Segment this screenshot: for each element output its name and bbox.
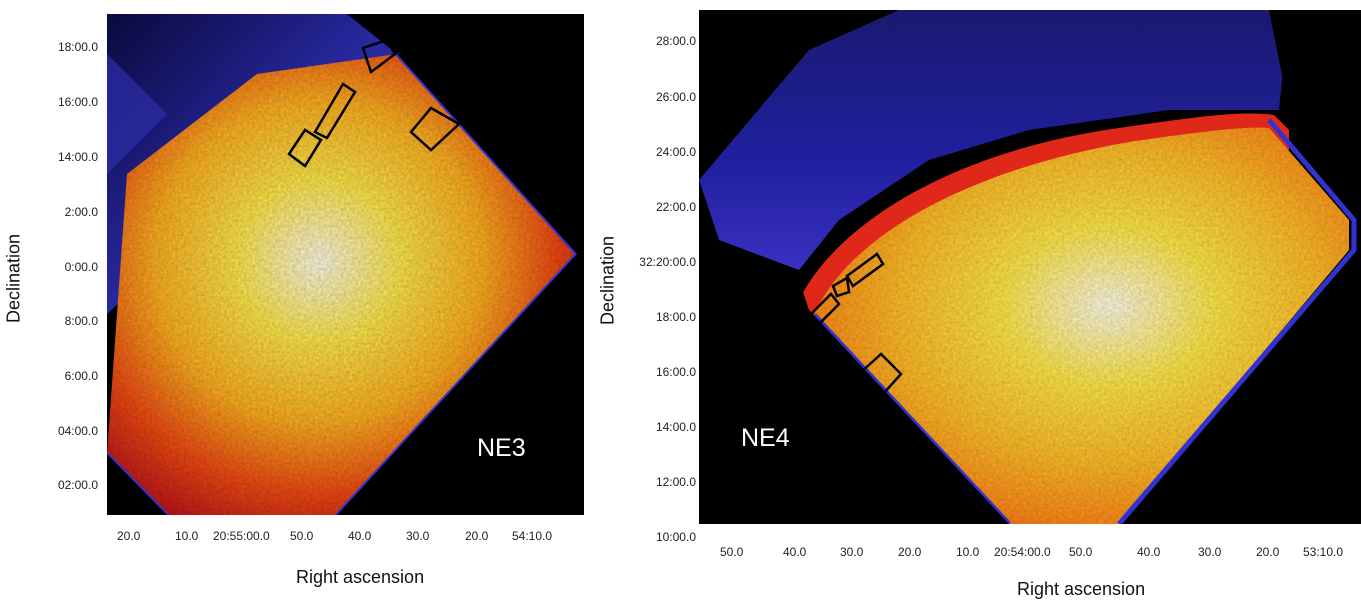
- y-tick: 16:00.0: [655, 365, 696, 379]
- region-box: [831, 276, 851, 298]
- region-box: [409, 106, 462, 152]
- y-tick: 18:00.0: [655, 310, 696, 324]
- y-tick: 8:00.0: [64, 314, 98, 328]
- y-tick: 26:00.0: [655, 90, 696, 104]
- region-box: [313, 82, 357, 140]
- y-tick: 14:00.0: [57, 150, 98, 164]
- y-tick: 2:00.0: [64, 205, 98, 219]
- x-tick: 20:55:00.0: [213, 529, 270, 543]
- x-tick: 20.0: [117, 529, 141, 543]
- annotation-boxes: [287, 38, 462, 168]
- y-tick: 12:00.0: [655, 475, 696, 489]
- region-box: [361, 38, 397, 75]
- region-box: [287, 128, 323, 168]
- x-tick: 40.0: [783, 545, 807, 559]
- x-tick: 40.0: [1137, 545, 1161, 559]
- x-axis-label: Right ascension: [296, 567, 425, 587]
- x-tick: 40.0: [348, 529, 372, 543]
- x-tick: 50.0: [720, 545, 744, 559]
- x-tick: 20:54:00.0: [994, 545, 1051, 559]
- intensity-map-ne3: [107, 14, 584, 515]
- y-tick: 18:00.0: [57, 40, 98, 54]
- y-tick: 02:00.0: [57, 478, 98, 492]
- x-tick: 50.0: [1069, 545, 1093, 559]
- x-tick: 54:10.0: [512, 529, 553, 543]
- xray-image-ne4: NE4: [699, 10, 1361, 524]
- panel-ne4: NE4 28:00.0 26:00.0 24:00.0 22:00.0 32:2…: [596, 0, 1361, 604]
- region-box: [857, 352, 903, 396]
- y-tick: 10:00.0: [655, 530, 696, 544]
- x-tick: 50.0: [290, 529, 314, 543]
- panel-ne3: NE3 18:00.0 16:00.0 14:00.0 2:00.0 0:00.…: [0, 0, 590, 604]
- field-label-ne4: NE4: [741, 424, 790, 452]
- y-axis-label: Declination: [3, 233, 24, 324]
- x-tick: 30.0: [840, 545, 864, 559]
- region-box: [845, 252, 885, 288]
- y-tick: 0:00.0: [64, 260, 98, 274]
- region-box: [807, 292, 841, 328]
- x-tick: 20.0: [898, 545, 922, 559]
- intensity-map-ne4: [699, 10, 1361, 524]
- x-tick: 10.0: [175, 529, 199, 543]
- y-tick: 22:00.0: [655, 200, 696, 214]
- y-tick: 28:00.0: [655, 34, 696, 48]
- xray-image-ne3: NE3: [107, 14, 584, 515]
- y-tick: 14:00.0: [655, 420, 696, 434]
- x-axis-label: Right ascension: [1017, 579, 1146, 599]
- field-label-ne3: NE3: [477, 434, 526, 462]
- y-tick: 04:00.0: [57, 424, 98, 438]
- x-tick: 30.0: [1198, 545, 1222, 559]
- y-tick: 6:00.0: [64, 369, 98, 383]
- y-tick: 32:20:00.0: [639, 255, 696, 269]
- x-tick: 20.0: [465, 529, 489, 543]
- y-tick: 16:00.0: [57, 95, 98, 109]
- annotation-boxes: [807, 252, 903, 396]
- x-tick: 53:10.0: [1303, 545, 1344, 559]
- halo-region: [699, 10, 1289, 270]
- x-tick: 10.0: [956, 545, 980, 559]
- y-axis-label: Declination: [597, 235, 618, 326]
- x-tick: 20.0: [1256, 545, 1280, 559]
- x-tick: 30.0: [406, 529, 430, 543]
- y-tick: 24:00.0: [655, 145, 696, 159]
